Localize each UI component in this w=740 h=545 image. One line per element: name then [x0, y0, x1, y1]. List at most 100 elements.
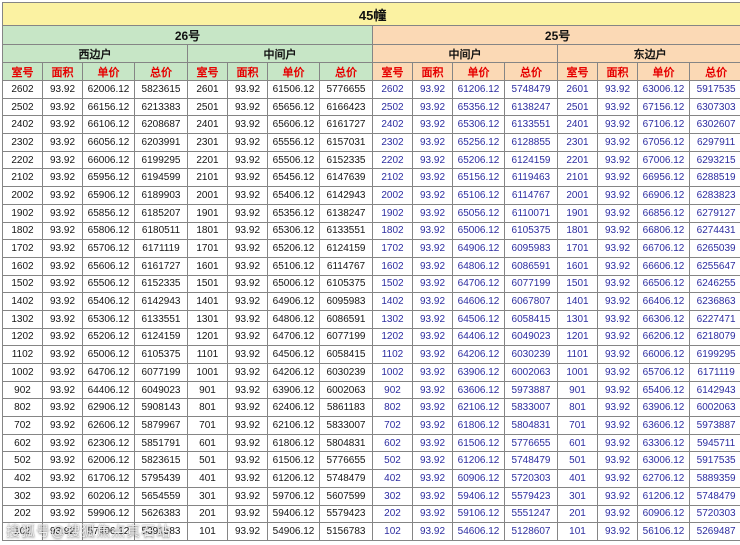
cell-area: 93.92	[597, 274, 638, 294]
cell-room: 502	[2, 451, 43, 471]
cell-area: 93.92	[412, 504, 453, 524]
cell-room: 1902	[2, 203, 43, 223]
cell-area: 93.92	[42, 133, 83, 152]
cell-unit-price: 65556.12	[267, 133, 320, 152]
cell-room: 2402	[2, 115, 43, 135]
table-row: 1002 93.92 64706.12 6077199 1001 93.92 64206.1…	[2, 363, 740, 382]
cell-unit-price: 63906.12	[637, 398, 690, 418]
cell-unit-price: 65206.12	[452, 150, 505, 170]
cell-total-price: 5833007	[319, 416, 373, 435]
cell-unit-price: 65706.12	[637, 363, 690, 382]
cell-room: 1202	[372, 327, 413, 347]
cell-area: 93.92	[42, 274, 83, 294]
cell-total-price: 6166423	[319, 97, 373, 117]
cell-total-price: 5654559	[134, 486, 188, 506]
cell-room: 402	[2, 469, 43, 488]
cell-total-price: 5748479	[504, 80, 558, 99]
cell-area: 93.92	[597, 168, 638, 188]
col-header-total-price: 总价	[504, 62, 558, 81]
cell-area: 93.92	[227, 469, 268, 488]
cell-total-price: 5776655	[319, 451, 373, 471]
cell-room: 1102	[372, 345, 413, 364]
cell-unit-price: 66806.12	[637, 221, 690, 241]
cell-room: 201	[557, 504, 598, 524]
cell-total-price: 5748479	[504, 451, 558, 471]
cell-unit-price: 67056.12	[637, 133, 690, 152]
cell-area: 93.92	[227, 186, 268, 205]
cell-total-price: 6124159	[319, 239, 373, 258]
cell-area: 93.92	[42, 469, 83, 488]
cell-room: 102	[2, 522, 43, 541]
cell-area: 93.92	[412, 522, 453, 541]
cell-room: 501	[187, 451, 228, 471]
cell-total-price: 6189903	[134, 186, 188, 205]
table-row: 2402 93.92 66106.12 6208687 2401 93.92 65606.1…	[2, 115, 740, 135]
cell-room: 601	[557, 433, 598, 453]
cell-area: 93.92	[597, 398, 638, 418]
cell-area: 93.92	[412, 97, 453, 117]
cell-unit-price: 63606.12	[637, 416, 690, 435]
cell-room: 1301	[187, 309, 228, 329]
cell-unit-price: 62706.12	[637, 469, 690, 488]
cell-room: 1202	[2, 327, 43, 347]
cell-total-price: 6274431	[688, 221, 740, 241]
cell-area: 93.92	[227, 309, 268, 329]
cell-room: 2302	[2, 133, 43, 152]
cell-area: 93.92	[42, 327, 83, 347]
cell-unit-price: 65506.12	[267, 150, 320, 170]
cell-total-price: 6095983	[319, 292, 373, 311]
title-row: 45幢	[1, 2, 740, 26]
cell-total-price: 6171119	[134, 239, 188, 258]
col-header-total-price: 总价	[688, 62, 740, 81]
cell-total-price: 6138247	[504, 97, 558, 117]
cell-total-price: 6227471	[688, 309, 740, 329]
cell-area: 93.92	[227, 256, 268, 276]
cell-total-price: 6288519	[688, 168, 740, 188]
cell-total-price: 6002063	[504, 363, 558, 382]
cell-area: 93.92	[227, 345, 268, 364]
cell-area: 93.92	[597, 292, 638, 311]
col-header-area: 面积	[227, 62, 268, 81]
table-row: 1202 93.92 65206.12 6124159 1201 93.92 64706.1…	[2, 327, 740, 347]
cell-room: 2402	[372, 115, 413, 135]
cell-room: 2501	[187, 97, 228, 117]
cell-total-price: 6077199	[504, 274, 558, 294]
cell-total-price: 6030239	[319, 363, 373, 382]
cell-room: 2401	[557, 115, 598, 135]
cell-total-price: 5823615	[134, 80, 188, 99]
cell-unit-price: 65006.12	[452, 221, 505, 241]
cell-room: 1502	[372, 274, 413, 294]
cell-area: 93.92	[597, 451, 638, 471]
cell-total-price: 6049023	[504, 327, 558, 347]
cell-room: 1802	[372, 221, 413, 241]
cell-room: 801	[187, 398, 228, 418]
cell-total-price: 6246255	[688, 274, 740, 294]
cell-room: 501	[557, 451, 598, 471]
cell-room: 2602	[372, 80, 413, 99]
cell-unit-price: 61506.12	[452, 433, 505, 453]
cell-unit-price: 65906.12	[82, 186, 135, 205]
cell-area: 93.92	[412, 486, 453, 506]
cell-room: 2301	[557, 133, 598, 152]
cell-area: 93.92	[597, 469, 638, 488]
cell-room: 1102	[2, 345, 43, 364]
cell-area: 93.92	[42, 398, 83, 418]
cell-area: 93.92	[42, 115, 83, 135]
cell-room: 1201	[187, 327, 228, 347]
cell-area: 93.92	[227, 416, 268, 435]
cell-room: 1101	[557, 345, 598, 364]
cell-room: 1201	[557, 327, 598, 347]
cell-room: 901	[557, 380, 598, 400]
cell-total-price: 6152335	[134, 274, 188, 294]
cell-area: 93.92	[227, 292, 268, 311]
cell-total-price: 5889359	[688, 469, 740, 488]
cell-room: 1501	[557, 274, 598, 294]
cell-area: 93.92	[412, 433, 453, 453]
cell-total-price: 5776655	[319, 80, 373, 99]
cell-total-price: 6283823	[688, 186, 740, 205]
cell-total-price: 6142943	[688, 380, 740, 400]
table-row: 102 93.92 57406.12 5391583 101 93.92 54906.12 5…	[2, 522, 740, 541]
col-header-room: 室号	[557, 62, 598, 81]
cell-room: 2001	[187, 186, 228, 205]
